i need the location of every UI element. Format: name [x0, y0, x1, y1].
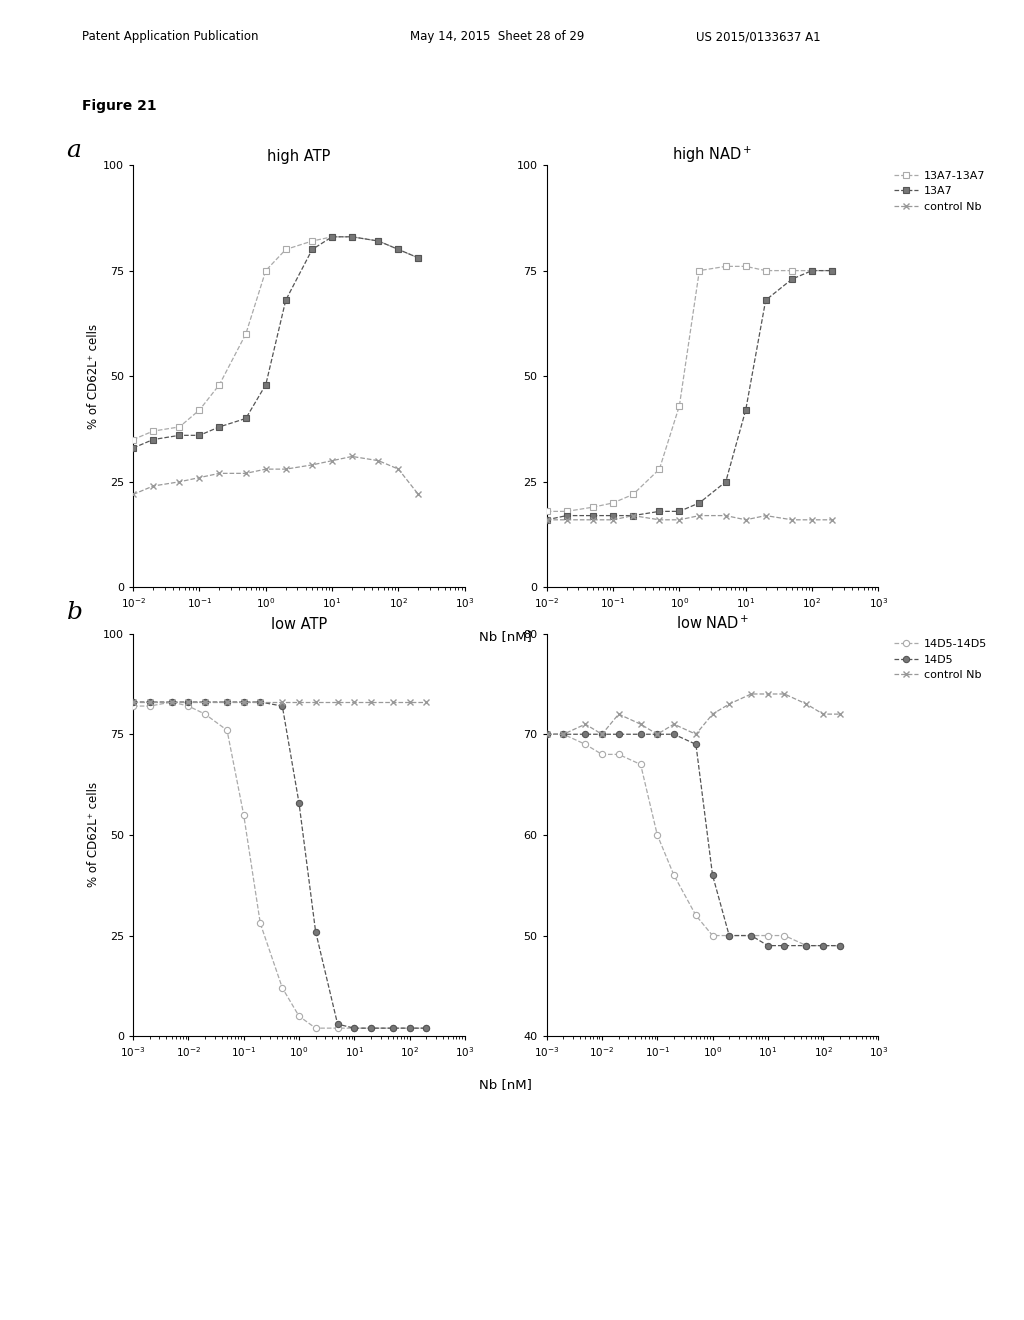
Title: high ATP: high ATP [267, 149, 331, 164]
Text: b: b [67, 601, 83, 623]
Text: Nb [nM]: Nb [nM] [479, 1078, 532, 1092]
Title: low ATP: low ATP [270, 618, 327, 632]
Text: US 2015/0133637 A1: US 2015/0133637 A1 [696, 30, 821, 44]
Title: high NAD$^+$: high NAD$^+$ [673, 145, 753, 165]
Title: low NAD$^+$: low NAD$^+$ [676, 615, 750, 632]
Y-axis label: % of CD62L⁺ cells: % of CD62L⁺ cells [87, 783, 100, 887]
Legend: 13A7-13A7, 13A7, control Nb: 13A7-13A7, 13A7, control Nb [894, 170, 985, 211]
Text: Nb [nM]: Nb [nM] [479, 630, 532, 643]
Text: May 14, 2015  Sheet 28 of 29: May 14, 2015 Sheet 28 of 29 [410, 30, 584, 44]
Legend: 14D5-14D5, 14D5, control Nb: 14D5-14D5, 14D5, control Nb [894, 639, 987, 680]
Y-axis label: % of CD62L⁺ cells: % of CD62L⁺ cells [87, 323, 100, 429]
Text: Figure 21: Figure 21 [82, 99, 157, 114]
Text: Patent Application Publication: Patent Application Publication [82, 30, 258, 44]
Text: a: a [67, 139, 82, 161]
